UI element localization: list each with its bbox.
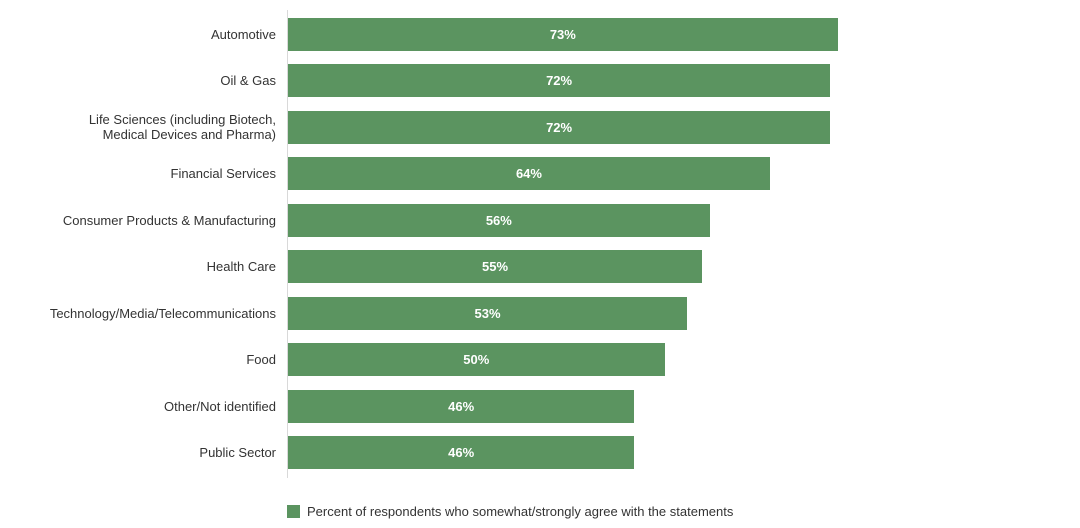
bar — [288, 203, 710, 237]
bar — [288, 343, 665, 377]
bar — [288, 18, 838, 51]
category-label: Life Sciences (including Biotech, Medica… — [88, 112, 276, 143]
category-label: Financial Services — [170, 166, 277, 182]
category-axis-line — [287, 10, 288, 478]
bar — [288, 436, 635, 470]
legend-label: Percent of respondents who somewhat/stro… — [307, 503, 734, 519]
category-label: Technology/Media/Telecommunications — [49, 305, 276, 321]
legend-swatch — [287, 504, 300, 518]
bar-value-label: 64% — [515, 166, 542, 182]
bar — [288, 157, 770, 191]
category-label: Consumer Products & Manufacturing — [62, 212, 276, 228]
bar-value-label: 55% — [482, 259, 509, 275]
bar-value-label: 46% — [448, 398, 475, 414]
bar — [288, 389, 635, 423]
category-label: Public Sector — [199, 445, 276, 461]
bar-value-label: 72% — [546, 73, 573, 89]
category-label: Automotive — [210, 27, 276, 42]
legend: Percent of respondents who somewhat/stro… — [287, 503, 733, 519]
category-label: Oil & Gas — [220, 73, 276, 89]
category-label: Other/Not identified — [163, 398, 276, 414]
bar-value-label: 46% — [448, 445, 475, 461]
bar-value-label: 53% — [474, 305, 501, 321]
bar-value-label: 73% — [549, 27, 576, 42]
category-label: Health Care — [206, 259, 276, 275]
bar — [288, 250, 703, 284]
bar-value-label: 50% — [463, 352, 490, 368]
bar — [288, 110, 831, 144]
category-label: Food — [246, 352, 276, 368]
bar — [288, 64, 831, 98]
bar-value-label: 72% — [546, 119, 573, 135]
bar-value-label: 56% — [485, 212, 512, 228]
bar — [288, 296, 688, 330]
